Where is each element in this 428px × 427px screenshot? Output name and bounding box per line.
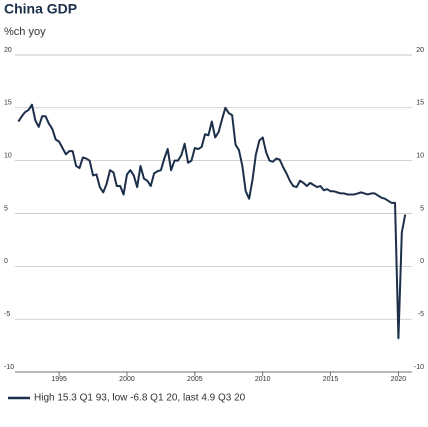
y2-tick-label: -10: [414, 364, 424, 371]
y2-tick-label: -5: [418, 311, 424, 318]
y2-tick-label: 0: [420, 258, 424, 265]
y-tick-label: -10: [4, 364, 14, 371]
x-tick-label: 2015: [323, 376, 339, 383]
y-tick-label: 0: [4, 258, 8, 265]
x-tick-label: 2000: [119, 376, 135, 383]
y2-tick-label: 20: [416, 47, 424, 54]
legend-label: High 15.3 Q1 93, low -6.8 Q1 20, last 4.…: [34, 393, 246, 404]
x-tick-label: 2010: [255, 376, 271, 383]
y-tick-label: 15: [4, 100, 12, 107]
y-tick-label: 10: [4, 153, 12, 160]
x-tick-label: 1995: [51, 376, 67, 383]
y2-tick-label: 10: [416, 153, 424, 160]
data-line: [17, 103, 407, 340]
y-tick-label: 20: [4, 47, 12, 54]
y-tick-label: 5: [4, 205, 8, 212]
y2-tick-label: 15: [416, 100, 424, 107]
chart-title: China GDP: [4, 1, 77, 17]
x-tick-label: 2020: [391, 376, 407, 383]
x-tick-label: 2005: [187, 376, 203, 383]
y-tick-label: -5: [4, 311, 10, 318]
chart-subtitle: %ch yoy: [4, 26, 46, 38]
y2-tick-label: 5: [420, 205, 424, 212]
